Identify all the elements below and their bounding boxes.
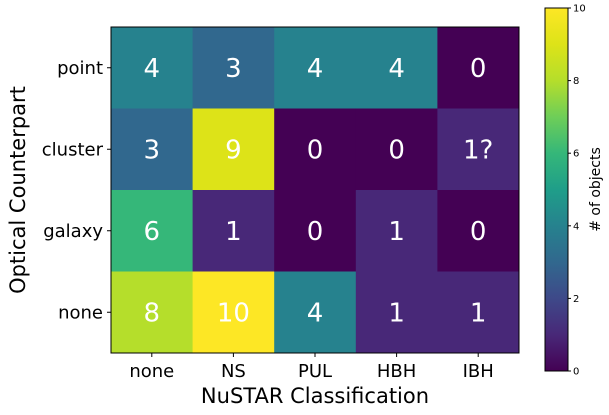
cell-value-label: 10: [217, 298, 250, 328]
heatmap-cell: [192, 271, 275, 354]
cell-value-label: 1: [388, 298, 405, 328]
cell-value-label: 1: [388, 217, 405, 247]
x-axis-ticks: none NS PUL HBH IBH: [129, 353, 494, 382]
cell-value-label: 4: [307, 298, 324, 328]
heatmap-cell: [111, 271, 194, 354]
cell-value-label: 9: [225, 135, 242, 165]
heatmap-cell: [274, 271, 357, 354]
cell-value-label: 0: [470, 217, 487, 247]
colorbar-ticks: 0 2 4 6 8 10: [568, 4, 586, 378]
x-tick-label: none: [129, 361, 174, 382]
cell-value-label: 8: [144, 298, 161, 328]
y-axis-title: Optical Counterpart: [6, 86, 30, 294]
cell-value-label: 4: [144, 54, 161, 84]
colorbar-tick-label: 8: [573, 76, 579, 87]
heatmap-cell: [437, 108, 520, 191]
colorbar: [544, 7, 569, 372]
cell-value-label: 3: [225, 54, 242, 84]
y-axis-ticks: point cluster galaxy none: [42, 58, 111, 323]
x-tick-label: HBH: [377, 361, 416, 382]
cell-value-label: 3: [144, 135, 161, 165]
colorbar-tick-label: 6: [573, 149, 579, 160]
colorbar-tick-label: 10: [573, 4, 586, 15]
heatmap-cell: [437, 27, 520, 109]
cell-value-label: 1: [225, 217, 242, 247]
heatmap-cell: [355, 190, 438, 272]
cell-value-label: 4: [307, 54, 324, 84]
cell-value-label: 0: [307, 135, 324, 165]
heatmap-cell: [192, 190, 275, 272]
heatmap-cells: [111, 27, 520, 354]
heatmap-cell-labels: 4 3 4 4 03 9 0 0 1?6 1 0 1 08 10 4 1 1: [144, 54, 494, 329]
cell-value-label: 0: [388, 135, 405, 165]
heatmap-cell: [111, 27, 194, 109]
heatmap-cell: [355, 271, 438, 354]
colorbar-tick-label: 2: [573, 294, 579, 305]
heatmap-cell: [274, 190, 357, 272]
heatmap-cell: [437, 190, 520, 272]
heatmap-cell: [192, 108, 275, 191]
x-tick-label: PUL: [298, 361, 332, 382]
y-tick-label: galaxy: [43, 221, 103, 242]
y-tick-label: cluster: [42, 139, 104, 160]
heatmap-cell: [437, 271, 520, 354]
cell-value-label: 6: [144, 217, 161, 247]
colorbar-tick-label: 4: [573, 221, 579, 232]
y-tick-label: none: [58, 302, 103, 323]
cell-value-label: 0: [307, 217, 324, 247]
colorbar-title: # of objects: [588, 147, 604, 232]
cell-value-label: 1?: [463, 135, 493, 165]
colorbar-tick-label: 0: [573, 367, 579, 378]
x-tick-label: NS: [221, 361, 246, 382]
heatmap-cell: [355, 27, 438, 109]
cell-value-label: 4: [388, 54, 405, 84]
heatmap-cell: [111, 108, 194, 191]
heatmap-cell: [274, 27, 357, 109]
x-tick-label: IBH: [463, 361, 494, 382]
x-axis-title: NuSTAR Classification: [201, 384, 429, 408]
heatmap-cell: [274, 108, 357, 191]
cell-value-label: 0: [470, 54, 487, 84]
heatmap-cell: [355, 108, 438, 191]
cell-value-label: 1: [470, 298, 487, 328]
heatmap-cell: [111, 190, 194, 272]
heatmap-cell: [192, 27, 275, 109]
y-tick-label: point: [57, 58, 103, 79]
